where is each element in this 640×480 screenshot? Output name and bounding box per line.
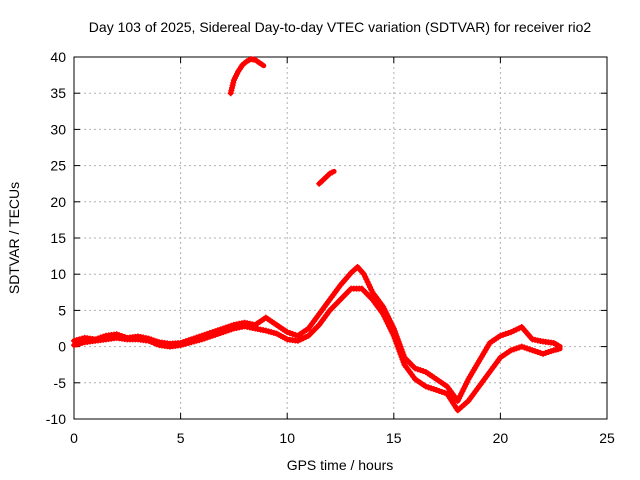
series-main-track-lower	[71, 285, 563, 414]
x-tick-label: 25	[599, 430, 615, 446]
y-tick-label: 40	[50, 49, 66, 65]
data-point	[554, 346, 561, 353]
y-tick-label: 0	[58, 339, 66, 355]
x-axis-label: GPS time / hours	[287, 457, 394, 473]
y-tick-label: 5	[58, 302, 66, 318]
y-tick-label: 30	[50, 121, 66, 137]
grid	[74, 57, 607, 419]
y-axis-label: SDTVAR / TECUs	[6, 182, 22, 294]
chart-title: Day 103 of 2025, Sidereal Day-to-day VTE…	[89, 19, 592, 35]
series-line	[71, 264, 563, 404]
x-tick-label: 5	[177, 430, 185, 446]
data-point	[328, 169, 335, 176]
data-series	[71, 56, 563, 414]
x-tick-label: 10	[279, 430, 295, 446]
y-tick-label: 15	[50, 230, 66, 246]
y-tick-label: -5	[54, 375, 67, 391]
y-tick-label: 35	[50, 85, 66, 101]
axis-ticks: 0 5 10 15 20 25 -10 -5 0 5 10 15 20 25 30 35 40	[46, 49, 615, 446]
y-tick-label: 10	[50, 266, 66, 282]
series-main-track-upper	[71, 263, 563, 404]
x-tick-label: 0	[70, 430, 78, 446]
x-tick-label: 15	[386, 430, 402, 446]
series-segment-mid	[316, 168, 337, 187]
series-segment-high-arc	[227, 56, 267, 97]
y-tick-label: 20	[50, 194, 66, 210]
y-tick-label: -10	[46, 411, 66, 427]
data-point	[258, 61, 265, 68]
y-tick-label: 25	[50, 158, 66, 174]
x-tick-label: 20	[493, 430, 509, 446]
